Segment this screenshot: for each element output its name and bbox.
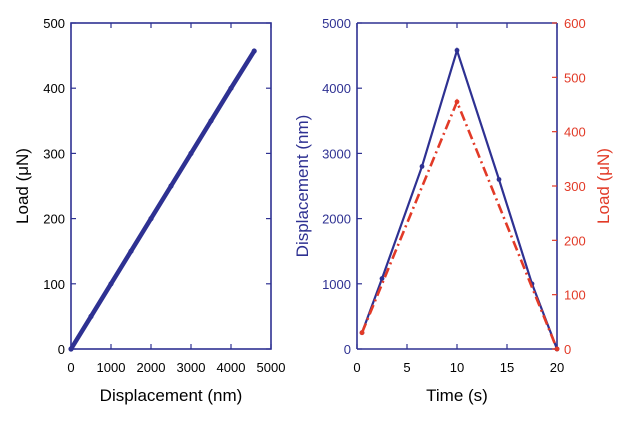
left-data-point	[188, 150, 194, 156]
left-data-point	[251, 48, 257, 54]
right-x-tick-label: 10	[450, 360, 464, 375]
left-series-line	[68, 48, 257, 352]
left-x-tick-label: 2000	[137, 360, 166, 375]
left-y-tick-label: 400	[43, 81, 65, 96]
right-y-tick-label: 4000	[322, 81, 351, 96]
left-y-tick-label: 0	[58, 342, 65, 357]
left-data-point	[88, 313, 94, 319]
right-series	[359, 46, 560, 352]
right-y-axis-label: Displacement (nm)	[293, 115, 312, 258]
chart-displacement-load-vs-time: 0 5 10 15 2001000200030004000500001002003004…	[293, 16, 613, 405]
left-y-tick-label: 200	[43, 212, 65, 227]
displacement-series-line	[360, 46, 559, 350]
displacement-data-point	[496, 177, 502, 182]
left-x-tick-label: 4000	[217, 360, 246, 375]
left-data-point	[128, 248, 134, 254]
left-data-point	[228, 85, 234, 91]
displacement-data-point	[454, 47, 460, 53]
left-x-tick-label: 3000	[177, 360, 206, 375]
right-y-tick-label: 5000	[322, 16, 351, 31]
right-y2-tick-label: 300	[564, 179, 586, 194]
left-plot-frame	[70, 22, 272, 350]
load-data-point	[454, 99, 460, 105]
left-y-tick-label: 300	[43, 146, 65, 161]
left-x-tick-label: 0	[67, 360, 74, 375]
right-x-tick-label: 20	[550, 360, 564, 375]
left-y-axis-label: Load (μN)	[13, 148, 32, 224]
left-data-point	[108, 281, 114, 287]
right-ticks: 0 5 10 15 2001000200030004000500001002003004…	[322, 16, 586, 375]
left-data-point	[208, 118, 214, 124]
load-series-line	[360, 98, 559, 350]
right-y2-tick-label: 400	[564, 125, 586, 140]
right-y-tick-label: 2000	[322, 212, 351, 227]
left-x-tick-label: 5000	[257, 360, 286, 375]
displacement-data-point	[379, 276, 385, 281]
right-y2-axis-label: Load (μN)	[594, 148, 613, 224]
left-data-point	[168, 183, 174, 189]
right-y2-tick-label: 200	[564, 233, 586, 248]
load-data-point	[359, 330, 365, 336]
displacement-data-point	[419, 164, 425, 169]
right-y-tick-label: 3000	[322, 146, 351, 161]
right-y2-tick-label: 500	[564, 70, 586, 85]
right-x-tick-label: 5	[403, 360, 410, 375]
load-data-point	[554, 346, 560, 352]
right-y2-tick-label: 100	[564, 288, 586, 303]
right-x-tick-label: 15	[500, 360, 514, 375]
right-x-tick-label: 0	[353, 360, 360, 375]
right-x-axis-label: Time (s)	[426, 386, 488, 405]
left-data-point	[68, 346, 74, 352]
right-y-tick-label: 0	[344, 342, 351, 357]
left-y-tick-label: 500	[43, 16, 65, 31]
right-y2-tick-label: 600	[564, 16, 586, 31]
left-series	[68, 48, 257, 352]
left-ticks: 0 1000 2000 3000 4000 5000 0 100 200 300 400 500	[43, 16, 285, 375]
left-x-axis-label: Displacement (nm)	[100, 386, 243, 405]
chart-load-vs-displacement: 0 1000 2000 3000 4000 5000 0 100 200 300 400 500 Di…	[13, 16, 285, 405]
right-y2-tick-label: 0	[564, 342, 571, 357]
left-data-point	[148, 216, 154, 222]
right-y-tick-label: 1000	[322, 277, 351, 292]
left-y-tick-label: 100	[43, 277, 65, 292]
left-x-tick-label: 1000	[97, 360, 126, 375]
